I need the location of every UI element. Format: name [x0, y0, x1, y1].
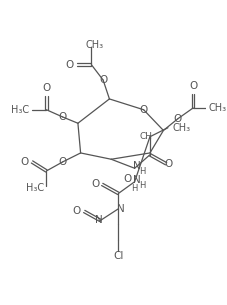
Text: CH₃: CH₃: [173, 123, 190, 133]
Text: O: O: [123, 174, 132, 184]
Text: N: N: [95, 215, 102, 225]
Text: H: H: [139, 181, 145, 190]
Text: O: O: [42, 83, 51, 93]
Text: H: H: [131, 185, 138, 193]
Text: N: N: [133, 161, 140, 171]
Text: O: O: [65, 60, 73, 70]
Text: CH: CH: [140, 132, 153, 141]
Text: O: O: [59, 157, 67, 167]
Text: O: O: [72, 206, 81, 217]
Text: O: O: [99, 75, 107, 85]
Text: H₃C: H₃C: [11, 105, 29, 115]
Text: O: O: [174, 114, 182, 124]
Text: N: N: [133, 175, 140, 185]
Text: O: O: [20, 157, 28, 167]
Text: Cl: Cl: [113, 251, 124, 260]
Text: H₃C: H₃C: [26, 183, 44, 193]
Text: O: O: [189, 81, 197, 91]
Text: O: O: [59, 112, 67, 122]
Text: CH₃: CH₃: [85, 40, 103, 50]
Text: H: H: [139, 167, 145, 176]
Text: O: O: [165, 159, 173, 169]
Text: CH₃: CH₃: [208, 103, 227, 113]
Text: N: N: [117, 204, 125, 214]
Text: O: O: [140, 105, 148, 115]
Text: O: O: [91, 179, 99, 189]
